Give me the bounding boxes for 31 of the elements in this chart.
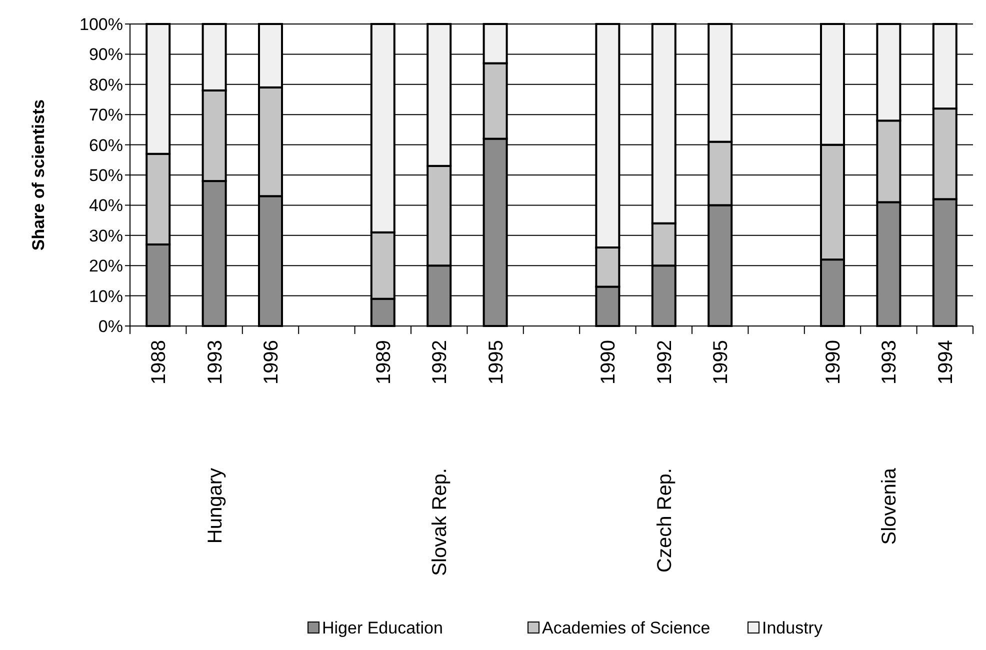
- y-tick-label: 90%: [88, 45, 123, 64]
- text: Czech Rep.: [654, 468, 676, 572]
- x-tick-label: 1989: [372, 340, 395, 384]
- x-tick-label: 1995: [710, 340, 732, 384]
- y-tick-label: 10%: [88, 286, 123, 306]
- legend-label: Higer Education: [322, 618, 443, 638]
- y-tick-label: 60%: [88, 136, 123, 155]
- y-tick-label: 40%: [88, 196, 123, 216]
- y-tick-label: 0%: [98, 316, 123, 336]
- legend-label: Industry: [762, 618, 823, 638]
- x-tick-label: 1995: [485, 340, 508, 384]
- y-tick-label: 100%: [80, 14, 123, 34]
- y-tick-label: 20%: [88, 256, 123, 276]
- x-tick-label: 1990: [822, 340, 844, 384]
- x-tick-label: 1992: [654, 340, 676, 384]
- x-tick-label: 1994: [934, 340, 957, 384]
- y-tick-label: 70%: [88, 106, 123, 125]
- y-tick-label: 30%: [88, 226, 123, 246]
- x-tick-label: 1988: [148, 340, 170, 384]
- text: Slovenia: [878, 467, 901, 545]
- text: Slovak Rep.: [429, 468, 452, 576]
- y-tick-label: 80%: [88, 75, 123, 94]
- y-axis-title: Share of scientists: [29, 99, 48, 251]
- x-tick-label: 1993: [878, 340, 901, 384]
- x-tick-label: 1996: [260, 340, 282, 384]
- x-tick-label: 1990: [598, 340, 620, 384]
- x-tick-label: 1993: [204, 340, 226, 384]
- text: Hungary: [204, 468, 226, 544]
- legend-label: Academies of Science: [542, 618, 710, 638]
- y-tick-label: 50%: [88, 166, 123, 185]
- x-tick-label: 1992: [429, 340, 452, 384]
